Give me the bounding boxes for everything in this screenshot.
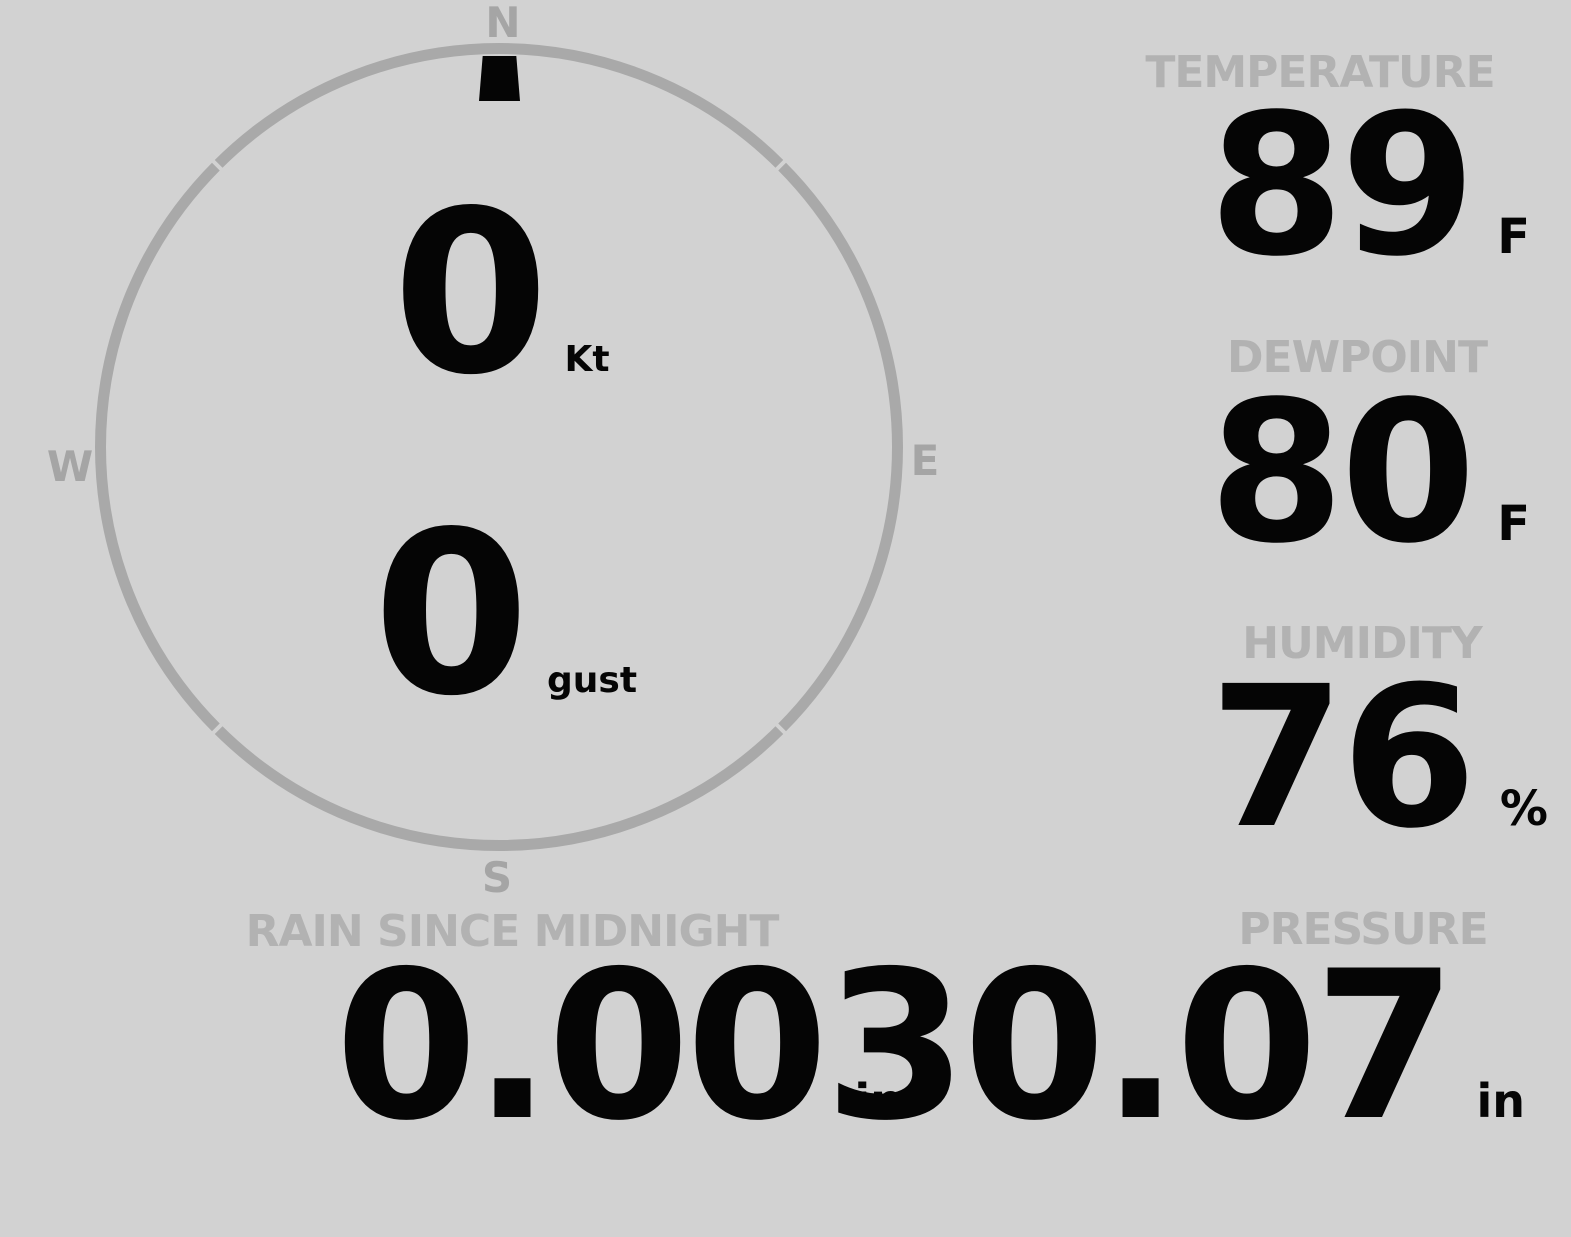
wind-gust-unit: gust xyxy=(547,660,638,701)
temperature-unit: F xyxy=(1497,209,1530,265)
compass-label-north: N xyxy=(485,0,521,47)
temperature-value: 89 xyxy=(1208,72,1476,299)
compass-label-south: S xyxy=(481,853,513,902)
rain-label: RAIN SINCE MIDNIGHT xyxy=(245,906,780,957)
dewpoint-label: DEWPOINT xyxy=(1227,332,1488,383)
wind-gust-value: 0 xyxy=(372,484,530,746)
humidity-value: 76 xyxy=(1209,644,1476,871)
wind-speed-unit: Kt xyxy=(564,339,610,380)
pressure-reading: 30.07 in xyxy=(825,945,1525,1150)
rain-unit: in xyxy=(854,1074,903,1128)
temperature-label: TEMPERATURE xyxy=(1145,47,1495,98)
wind-gust: 0 gust xyxy=(373,503,637,728)
compass-ring xyxy=(95,43,903,851)
dewpoint-reading: 80 F xyxy=(1209,375,1530,570)
rain-value: 0.00 xyxy=(335,928,829,1166)
dewpoint-value: 80 xyxy=(1208,359,1476,586)
rain-reading: 0.00 in xyxy=(335,945,903,1150)
humidity-reading: 76 % xyxy=(1209,660,1548,855)
wind-speed: 0 Kt xyxy=(392,182,609,407)
wind-direction-marker xyxy=(479,56,520,101)
wind-speed-value: 0 xyxy=(392,163,549,425)
humidity-label: HUMIDITY xyxy=(1242,618,1482,669)
pressure-value: 30.07 xyxy=(824,928,1457,1166)
humidity-unit: % xyxy=(1499,781,1548,837)
pressure-unit: in xyxy=(1476,1074,1525,1128)
temperature-reading: 89 F xyxy=(1209,88,1530,283)
compass-label-east: E xyxy=(910,436,940,485)
dewpoint-unit: F xyxy=(1497,496,1530,552)
compass-label-west: W xyxy=(46,442,94,491)
pressure-label: PRESSURE xyxy=(1238,904,1488,955)
